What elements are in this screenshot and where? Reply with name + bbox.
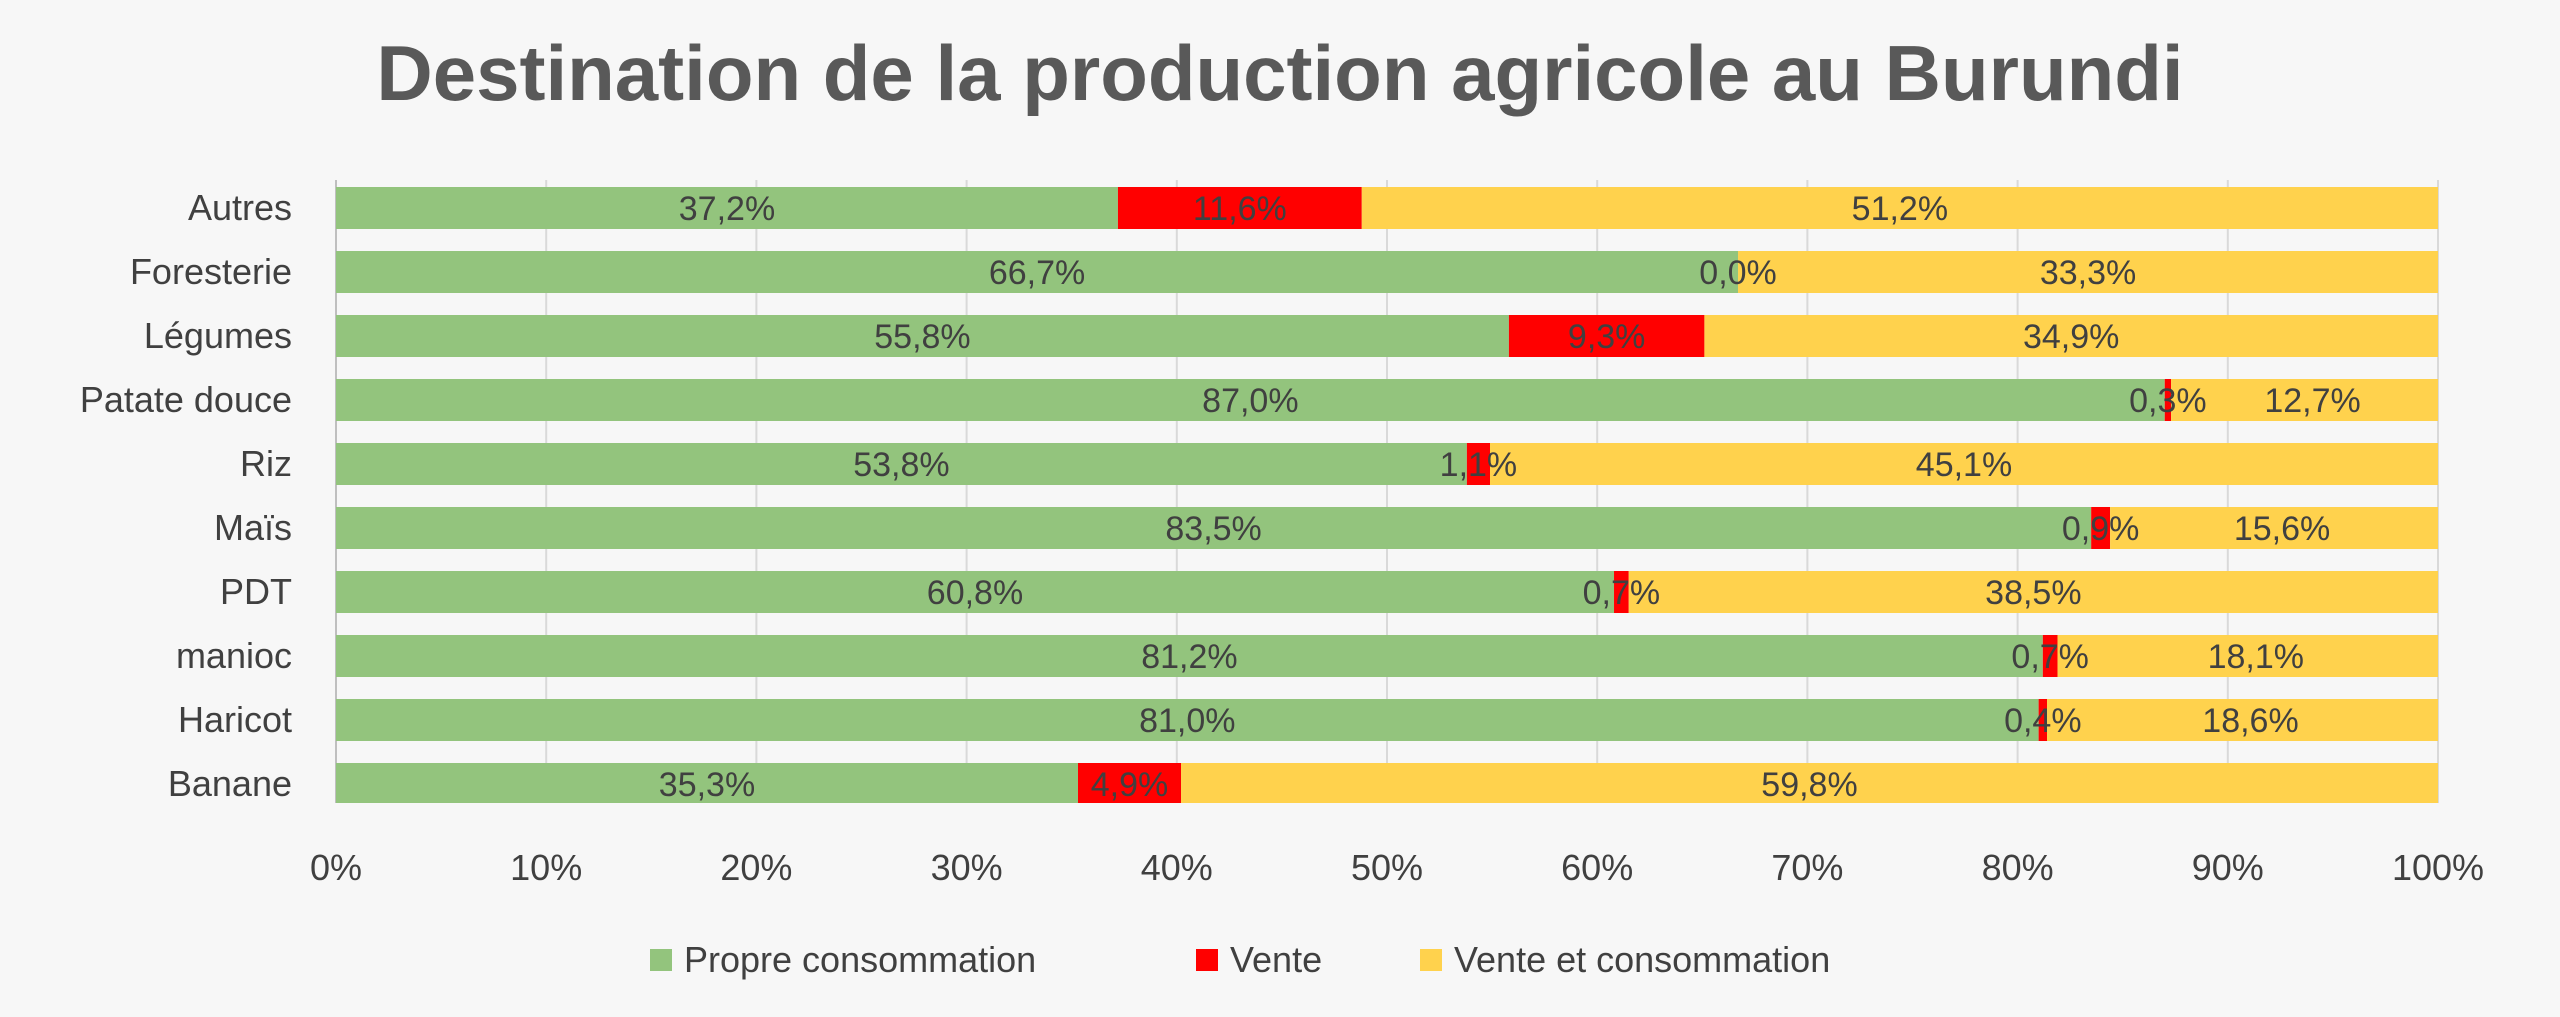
bars-group: 37,2% 11,6% 51,2% 66,7% 0,0% 33,3% 55,8% 9,3% 34… — [336, 187, 2438, 804]
x-tick-label: 50% — [1351, 847, 1423, 888]
bar-segment — [2091, 507, 2111, 549]
bar-data-label: 33,3% — [2040, 254, 2136, 292]
bar-data-label: 0,9% — [2062, 510, 2140, 548]
y-category-label: manioc — [176, 635, 292, 676]
bar-segment — [336, 507, 2092, 549]
bar-segment — [2057, 635, 2438, 677]
bar-segment — [336, 635, 2043, 677]
bar-data-label: 0,0% — [1699, 254, 1777, 292]
bar-data-label: 55,8% — [874, 318, 970, 356]
bar-data-label: 45,1% — [1916, 446, 2012, 484]
bar-data-label: 35,3% — [659, 766, 755, 804]
bar-segment — [1738, 251, 2438, 293]
bar-data-label: 18,6% — [2202, 702, 2298, 740]
bar-data-label: 0,3% — [2129, 382, 2207, 420]
bar-data-label: 12,7% — [2264, 382, 2360, 420]
bar-data-label: 0,7% — [2011, 638, 2089, 676]
bar-data-label: 1,1% — [1440, 446, 1518, 484]
legend-swatch — [650, 949, 672, 971]
legend-item-vente: Vente — [1196, 935, 1322, 985]
bar-data-label: 87,0% — [1202, 382, 1298, 420]
bar-segment — [1181, 763, 2438, 803]
x-tick-label: 0% — [310, 847, 362, 888]
bar-segment — [336, 699, 2039, 741]
bar-segment — [2171, 379, 2438, 421]
legend-swatch — [1420, 949, 1442, 971]
y-category-label: Autres — [188, 187, 292, 228]
bar-data-label: 60,8% — [927, 574, 1023, 612]
bar-segment — [336, 379, 2165, 421]
bar-segment — [336, 571, 1615, 613]
x-tick-label: 10% — [510, 847, 582, 888]
bar-data-label: 51,2% — [1852, 190, 1948, 228]
bar-segment — [2038, 699, 2048, 741]
y-category-label: Riz — [240, 443, 292, 484]
y-category-label: Banane — [168, 763, 292, 804]
legend-label: Vente et consommation — [1454, 939, 1831, 980]
bar-data-label: 15,6% — [2234, 510, 2330, 548]
bar-segment — [1078, 763, 1182, 803]
x-tick-label: 40% — [1141, 847, 1213, 888]
legend: Propre consommation Vente Vente et conso… — [0, 935, 2560, 985]
bar-segment — [336, 251, 1739, 293]
bar-segment — [2042, 635, 2058, 677]
legend-label: Vente — [1230, 939, 1323, 980]
bar-data-label: 81,0% — [1139, 702, 1235, 740]
y-category-label: Maïs — [214, 507, 292, 548]
bar-data-label: 18,1% — [2208, 638, 2304, 676]
y-category-label: Patate douce — [80, 379, 292, 420]
bar-segment — [1117, 187, 1362, 229]
x-tick-label: 70% — [1771, 847, 1843, 888]
legend-item-propre-consommation: Propre consommation — [650, 935, 1036, 985]
bar-segment — [2110, 507, 2438, 549]
bar-segment — [1361, 187, 2438, 229]
bar-data-label: 37,2% — [679, 190, 775, 228]
x-tick-label: 90% — [2192, 847, 2264, 888]
bar-data-label: 83,5% — [1165, 510, 1261, 548]
bar-data-label: 0,4% — [2004, 702, 2082, 740]
bar-segment — [336, 315, 1509, 357]
x-tick-label: 100% — [2392, 847, 2484, 888]
bar-data-label: 38,5% — [1985, 574, 2081, 612]
bar-segment — [1508, 315, 1705, 357]
bar-data-label: 11,6% — [1193, 190, 1287, 228]
x-tick-label: 30% — [931, 847, 1003, 888]
bar-segment — [1628, 571, 2438, 613]
bar-data-label: 66,7% — [989, 254, 1085, 292]
bar-segment — [336, 187, 1118, 229]
bar-data-label: 0,7% — [1583, 574, 1661, 612]
chart-title: Destination de la production agricole au… — [376, 29, 2184, 117]
bar-segment — [2164, 379, 2172, 421]
bar-data-label: 81,2% — [1141, 638, 1237, 676]
legend-item-vente-et-consommation: Vente et consommation — [1420, 935, 1830, 985]
legend-swatch — [1196, 949, 1218, 971]
y-category-label: PDT — [220, 571, 292, 612]
x-tick-label: 60% — [1561, 847, 1633, 888]
bar-data-label: 53,8% — [853, 446, 949, 484]
bar-segment — [2047, 699, 2438, 741]
bar-data-label: 9,3% — [1568, 318, 1646, 356]
bar-data-label: 59,8% — [1761, 766, 1857, 804]
y-category-label: Légumes — [144, 315, 292, 356]
bar-data-label: 4,9% — [1091, 766, 1169, 804]
bar-segment — [1614, 571, 1629, 613]
bar-segment — [336, 443, 1467, 485]
bar-segment — [1489, 443, 2438, 485]
bar-segment — [336, 763, 1079, 803]
bar-segment — [1466, 443, 1490, 485]
bar-segment — [1704, 315, 2438, 357]
x-tick-label: 80% — [1982, 847, 2054, 888]
bar-data-label: 34,9% — [2023, 318, 2119, 356]
x-tick-label: 20% — [720, 847, 792, 888]
y-category-label: Foresterie — [130, 251, 292, 292]
legend-label: Propre consommation — [684, 939, 1037, 980]
y-category-label: Haricot — [178, 699, 292, 740]
